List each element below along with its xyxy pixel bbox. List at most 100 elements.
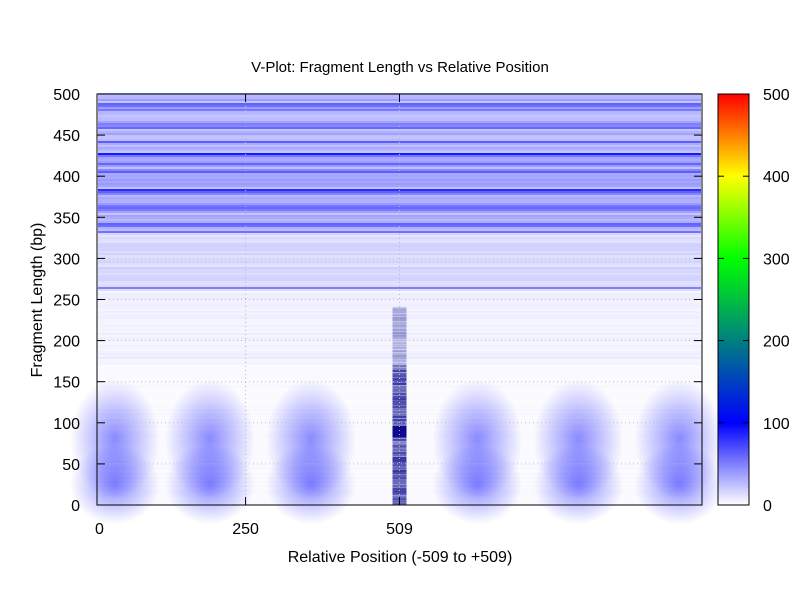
center-column: [392, 455, 407, 458]
center-column: [392, 483, 407, 486]
heatmap-row: [98, 231, 701, 233]
center-column: [392, 366, 407, 369]
center-column: [392, 414, 407, 417]
center-column: [392, 384, 407, 387]
center-column: [392, 471, 407, 474]
heatmap-row: [98, 303, 701, 305]
x-tick-label: 250: [232, 521, 259, 538]
center-column: [392, 346, 407, 349]
heatmap-row: [98, 323, 701, 325]
heatmap-row: [98, 123, 701, 125]
center-column: [392, 332, 407, 335]
heatmap-row: [98, 339, 701, 341]
heatmap-row: [98, 147, 701, 149]
y-tick-label: 150: [53, 375, 80, 392]
heatmap-row: [98, 127, 701, 129]
heatmap-row: [98, 351, 701, 353]
heatmap-row: [98, 187, 701, 189]
center-column: [392, 476, 407, 479]
center-column: [392, 470, 407, 473]
center-column: [392, 330, 407, 333]
center-column: [392, 328, 407, 331]
center-column: [392, 424, 407, 427]
center-column: [392, 387, 407, 390]
colorbar-tick-label: 500: [763, 87, 790, 104]
y-tick-label: 450: [53, 128, 80, 145]
heatmap-row: [98, 195, 701, 197]
heatmap-row: [98, 207, 701, 209]
heatmap-row: [98, 335, 701, 337]
center-column: [392, 374, 407, 377]
center-column: [392, 460, 407, 463]
heatmap-row: [98, 263, 701, 265]
x-axis-ticks: 0 250 509: [95, 94, 413, 538]
nucleosome-density: [432, 444, 523, 525]
center-column: [392, 323, 407, 326]
center-column: [392, 312, 407, 315]
heatmap-row: [98, 219, 701, 221]
heatmap-row: [98, 239, 701, 241]
center-column: [392, 364, 407, 367]
heatmap-row: [98, 227, 701, 229]
center-column: [392, 415, 407, 418]
center-column: [392, 438, 407, 441]
center-column: [392, 358, 407, 361]
center-column: [392, 448, 407, 451]
center-column: [392, 343, 407, 346]
x-tick-label: 0: [95, 521, 104, 538]
heatmap-row: [98, 163, 701, 165]
heatmap-row: [98, 355, 701, 357]
heatmap-row: [98, 135, 701, 137]
center-column: [392, 478, 407, 481]
heatmap-row: [98, 175, 701, 177]
heatmap-row: [98, 203, 701, 205]
center-column: [392, 468, 407, 471]
heatmap-row: [98, 179, 701, 181]
center-column: [392, 382, 407, 385]
nucleosome-density: [164, 444, 255, 525]
heatmap-row: [98, 155, 701, 157]
center-column: [392, 404, 407, 407]
heatmap-row: [98, 363, 701, 365]
chart-title: V-Plot: Fragment Length vs Relative Posi…: [251, 59, 549, 76]
y-tick-label: 400: [53, 169, 80, 186]
heatmap-row: [98, 287, 701, 289]
heatmap-row: [98, 171, 701, 173]
center-column: [392, 371, 407, 374]
center-column: [392, 486, 407, 489]
center-column: [392, 338, 407, 341]
heatmap-row: [98, 223, 701, 225]
nucleosome-density: [533, 444, 624, 525]
center-column: [392, 458, 407, 461]
center-column: [392, 419, 407, 422]
center-column: [392, 435, 407, 438]
heatmap-row: [98, 159, 701, 161]
center-column: [392, 351, 407, 354]
center-column: [392, 430, 407, 433]
center-column: [392, 307, 407, 310]
center-column: [392, 420, 407, 423]
center-column: [392, 359, 407, 362]
heatmap-row: [98, 151, 701, 153]
heatmap-row: [98, 283, 701, 285]
heatmap-row: [98, 307, 701, 309]
center-column: [392, 391, 407, 394]
heatmap-row: [98, 103, 701, 105]
y-tick-label: 200: [53, 334, 80, 351]
center-column: [392, 443, 407, 446]
heatmap-row: [98, 291, 701, 293]
heatmap-row: [98, 131, 701, 133]
heatmap-row: [98, 215, 701, 217]
center-column: [392, 392, 407, 395]
y-tick-label: 350: [53, 210, 80, 227]
heatmap-row: [98, 255, 701, 257]
center-column: [392, 322, 407, 325]
x-axis-label: Relative Position (-509 to +509): [288, 549, 513, 566]
center-column: [392, 440, 407, 443]
center-column: [392, 327, 407, 330]
heatmap-row: [98, 295, 701, 297]
y-tick-label: 300: [53, 251, 80, 268]
heatmap-row: [98, 111, 701, 113]
center-column: [392, 394, 407, 397]
center-column: [392, 488, 407, 491]
